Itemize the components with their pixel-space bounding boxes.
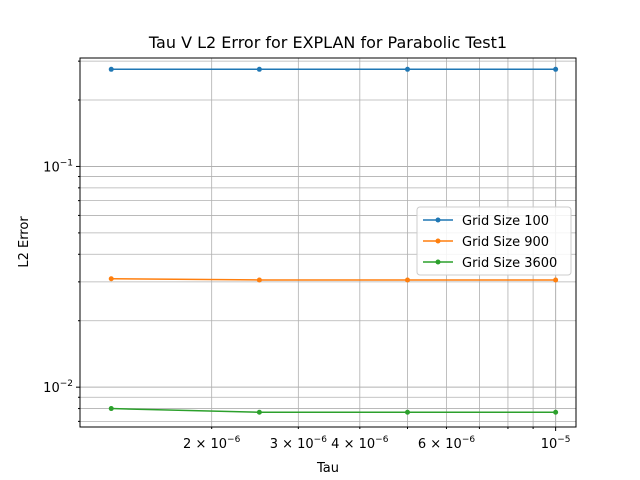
data-point (553, 409, 559, 415)
legend-marker (435, 217, 441, 223)
data-point (108, 276, 114, 282)
data-point (256, 277, 262, 283)
x-axis-label: Tau (316, 461, 339, 476)
data-point (405, 277, 411, 283)
legend-marker (435, 259, 441, 265)
x-tick-label: 3 × 10−6 (270, 435, 328, 452)
data-point (405, 409, 411, 415)
y-tick-label: 10−1 (43, 158, 73, 175)
series-line-2 (111, 277, 556, 281)
legend-label: Grid Size 100 (462, 214, 549, 229)
y-tick-label: 10−2 (43, 379, 73, 396)
legend-label: Grid Size 900 (462, 235, 549, 250)
legend: Grid Size 100 Grid Size 900 Grid Size 3600 (416, 206, 572, 276)
data-point (405, 66, 411, 72)
data-point (108, 66, 114, 72)
legend-label: Grid Size 3600 (462, 256, 557, 271)
x-tick-label: 4 × 10−6 (331, 435, 389, 452)
x-tick-label: 2 × 10−6 (183, 435, 241, 452)
data-point (256, 409, 262, 415)
data-point (108, 406, 114, 412)
series-line-3 (111, 407, 556, 413)
x-tick-label: 6 × 10−6 (418, 435, 476, 452)
legend-box (416, 206, 572, 276)
data-point (553, 277, 559, 283)
y-axis-label: L2 Error (17, 216, 32, 268)
legend-marker (435, 238, 441, 244)
x-tick-label: 10−5 (541, 435, 571, 452)
data-point (553, 66, 559, 72)
plot-frame (79, 57, 577, 428)
data-point (256, 66, 262, 72)
chart-title: Tau V L2 Error for EXPLAN for Parabolic … (148, 33, 507, 52)
